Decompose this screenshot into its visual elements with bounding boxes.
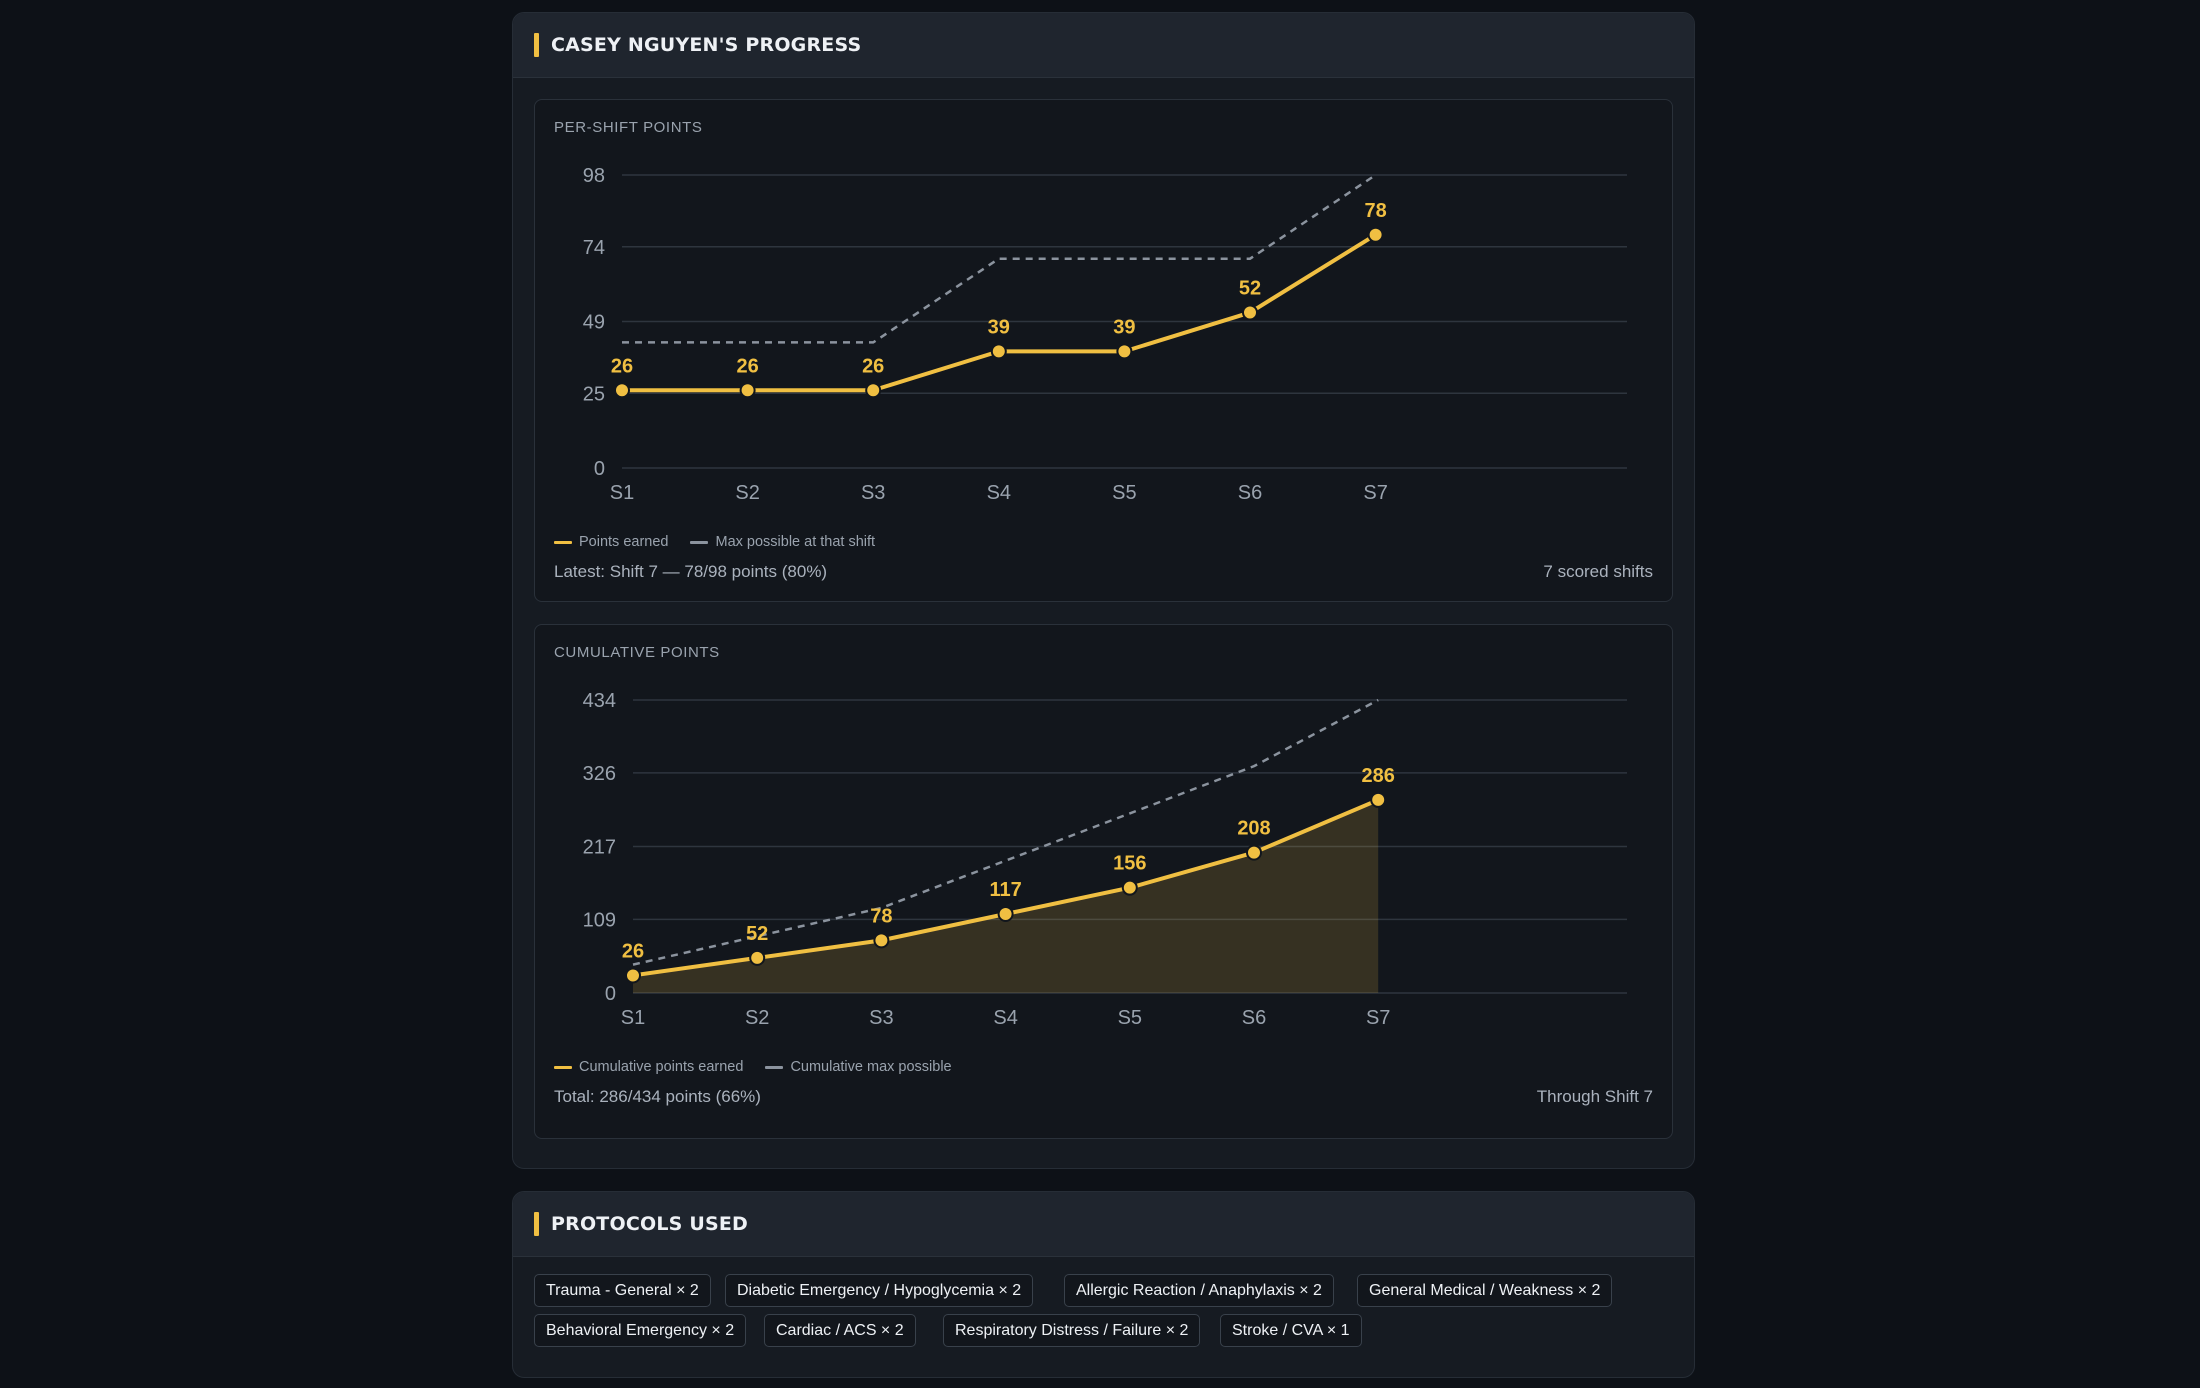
protocol-chip: Diabetic Emergency / Hypoglycemia × 2 [725, 1274, 1034, 1307]
data-point [749, 949, 766, 966]
protocols-panel-header: PROTOCOLS USED [513, 1192, 1694, 1257]
legend-label-cumulative-max: Cumulative max possible [790, 1059, 952, 1075]
cumulative-total-summary: Total: 286/434 points (66%) [554, 1087, 761, 1106]
data-label: 26 [611, 355, 633, 377]
x-tick-label: S2 [735, 482, 759, 504]
x-tick-label: S1 [610, 482, 634, 504]
progress-panel: CASEY NGUYEN'S PROGRESS PER-SHIFT POINTS… [512, 12, 1695, 1169]
protocols-panel-title: PROTOCOLS USED [551, 1213, 748, 1235]
protocol-chip: Trauma - General × 2 [534, 1274, 711, 1307]
legend-item-cumulative-earned: Cumulative points earned [554, 1059, 743, 1075]
x-tick-label: S7 [1366, 1007, 1390, 1029]
protocols-panel: PROTOCOLS USED Trauma - General × 2 Diab… [512, 1191, 1695, 1378]
x-tick-label: S4 [993, 1007, 1017, 1029]
data-point [997, 906, 1014, 923]
y-tick-label: 0 [605, 983, 616, 1005]
progress-panel-header: CASEY NGUYEN'S PROGRESS [513, 13, 1694, 78]
data-label: 208 [1237, 818, 1270, 840]
data-point [1116, 343, 1133, 360]
data-point [1242, 304, 1258, 321]
legend-label-cumulative-earned: Cumulative points earned [579, 1059, 744, 1075]
series-line-points-earned [622, 233, 1377, 393]
data-label: 26 [622, 940, 644, 962]
legend-swatch-cumulative-earned [554, 1065, 572, 1069]
legend-label-earned: Points earned [579, 534, 669, 550]
y-tick-label: 49 [583, 312, 605, 334]
y-tick-label: 0 [594, 458, 605, 480]
data-point [1246, 844, 1262, 861]
series-line-max-possible [632, 698, 1379, 966]
protocol-chip: Behavioral Emergency × 2 [534, 1314, 747, 1347]
protocol-chip: Allergic Reaction / Anaphylaxis × 2 [1064, 1274, 1334, 1307]
y-tick-label: 434 [583, 690, 616, 712]
cumulative-legend: Cumulative points earned Cumulative max … [554, 1059, 974, 1075]
x-tick-label: S5 [1112, 482, 1136, 504]
data-label: 52 [1239, 278, 1261, 300]
progress-panel-title: CASEY NGUYEN'S PROGRESS [551, 34, 862, 56]
per-shift-card: PER-SHIFT POINTS 0 25 49 74 98 S1 S2 S3 S4 S5 S6 S7… [534, 99, 1673, 602]
y-tick-label: 98 [583, 165, 605, 187]
x-tick-label: S6 [1242, 1007, 1266, 1029]
legend-item-points-earned: Points earned [554, 534, 668, 550]
data-point [739, 382, 756, 399]
per-shift-latest-summary: Latest: Shift 7 — 78/98 points (80%) [554, 562, 828, 581]
area-fill-cumulative-earned [633, 799, 1379, 993]
data-label: 52 [746, 923, 768, 945]
data-point [625, 967, 641, 984]
data-label: 26 [862, 355, 884, 377]
x-tick-label: S4 [987, 482, 1011, 504]
data-label: 39 [988, 316, 1010, 338]
cumulative-chart: 0 109 217 326 434 S1 S2 S3 S4 S5 S6 S7 26 52 78 117 156 2… [583, 690, 1627, 1029]
legend-swatch-cumulative-max [765, 1065, 784, 1069]
data-label: 78 [870, 905, 892, 927]
x-tick-label: S3 [869, 1007, 893, 1029]
cumulative-through-shift: Through Shift 7 [1536, 1087, 1653, 1106]
accent-bar [534, 1212, 539, 1236]
protocol-chip: Stroke / CVA × 1 [1220, 1314, 1362, 1347]
per-shift-chart: 0 25 49 74 98 S1 S2 S3 S4 S5 S6 S7 26 26 26 39 39 52 78 [583, 165, 1627, 504]
cumulative-card: CUMULATIVE POINTS 0 109 217 326 434 S1 S2 S3 S4 S… [534, 624, 1673, 1139]
legend-item-cumulative-max: Cumulative max possible [765, 1059, 952, 1075]
y-tick-label: 326 [583, 763, 616, 785]
cumulative-chart-title: CUMULATIVE POINTS [554, 644, 720, 661]
protocol-chip: Respiratory Distress / Failure × 2 [943, 1314, 1201, 1347]
y-tick-label: 217 [583, 837, 616, 859]
protocol-chip: General Medical / Weakness × 2 [1357, 1274, 1613, 1307]
legend-item-max-possible: Max possible at that shift [690, 534, 875, 550]
y-tick-label: 74 [583, 237, 605, 259]
per-shift-chart-title: PER-SHIFT POINTS [554, 119, 703, 136]
x-tick-label: S3 [861, 482, 885, 504]
series-line-max-possible [622, 173, 1377, 344]
data-label: 117 [989, 879, 1021, 901]
y-tick-label: 109 [583, 909, 616, 931]
data-label: 78 [1364, 200, 1386, 222]
data-label: 156 [1113, 853, 1146, 875]
x-tick-label: S6 [1238, 482, 1262, 504]
data-label: 286 [1362, 765, 1395, 787]
data-point [873, 932, 890, 949]
data-point [1370, 791, 1387, 808]
x-tick-label: S1 [621, 1007, 645, 1029]
legend-swatch-earned [554, 540, 572, 544]
protocol-chip: Cardiac / ACS × 2 [764, 1314, 916, 1347]
x-tick-label: S2 [745, 1007, 769, 1029]
accent-bar [534, 33, 539, 57]
per-shift-shift-count: 7 scored shifts [1543, 562, 1653, 581]
data-point [1121, 879, 1138, 896]
data-label: 26 [736, 355, 758, 377]
data-point [1367, 226, 1384, 243]
x-tick-label: S7 [1363, 482, 1387, 504]
legend-swatch-max [690, 540, 709, 544]
x-tick-label: S5 [1118, 1007, 1142, 1029]
data-point [865, 382, 882, 399]
data-point [990, 343, 1007, 360]
legend-label-max: Max possible at that shift [715, 534, 876, 550]
data-label: 39 [1113, 316, 1135, 338]
data-point [614, 382, 630, 399]
per-shift-legend: Points earned Max possible at that shift [554, 534, 897, 550]
y-tick-label: 25 [583, 383, 605, 405]
